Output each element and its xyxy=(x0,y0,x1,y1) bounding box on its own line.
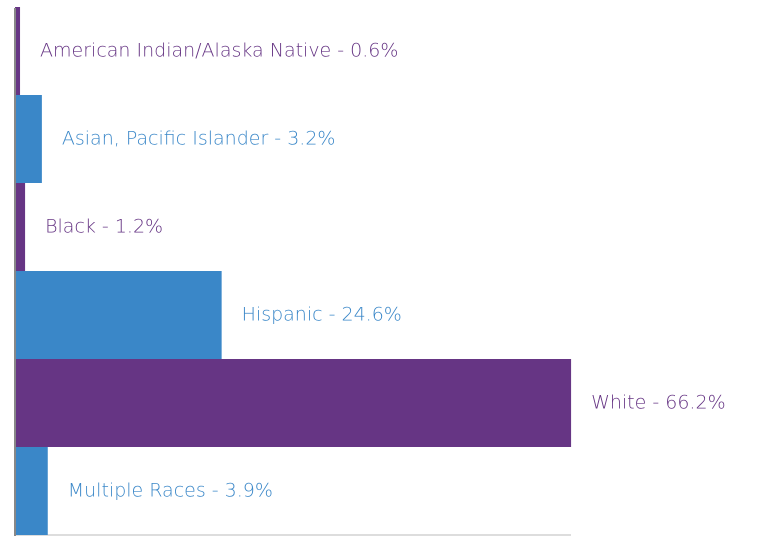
bar xyxy=(15,271,222,359)
data-label: Multiple Races - 3.9% xyxy=(68,480,273,502)
data-label: Black - 1.2% xyxy=(45,216,163,238)
bar xyxy=(15,7,21,95)
bar xyxy=(15,447,48,535)
data-label: Hispanic - 24.6% xyxy=(242,304,402,326)
bar xyxy=(15,183,26,271)
data-label: American Indian/Alaska Native - 0.6% xyxy=(40,40,398,62)
data-label: Asian, Pacific Islander - 3.2% xyxy=(62,128,336,150)
data-label: White - 66.2% xyxy=(591,392,726,414)
bar xyxy=(15,359,572,447)
bar xyxy=(15,95,42,183)
